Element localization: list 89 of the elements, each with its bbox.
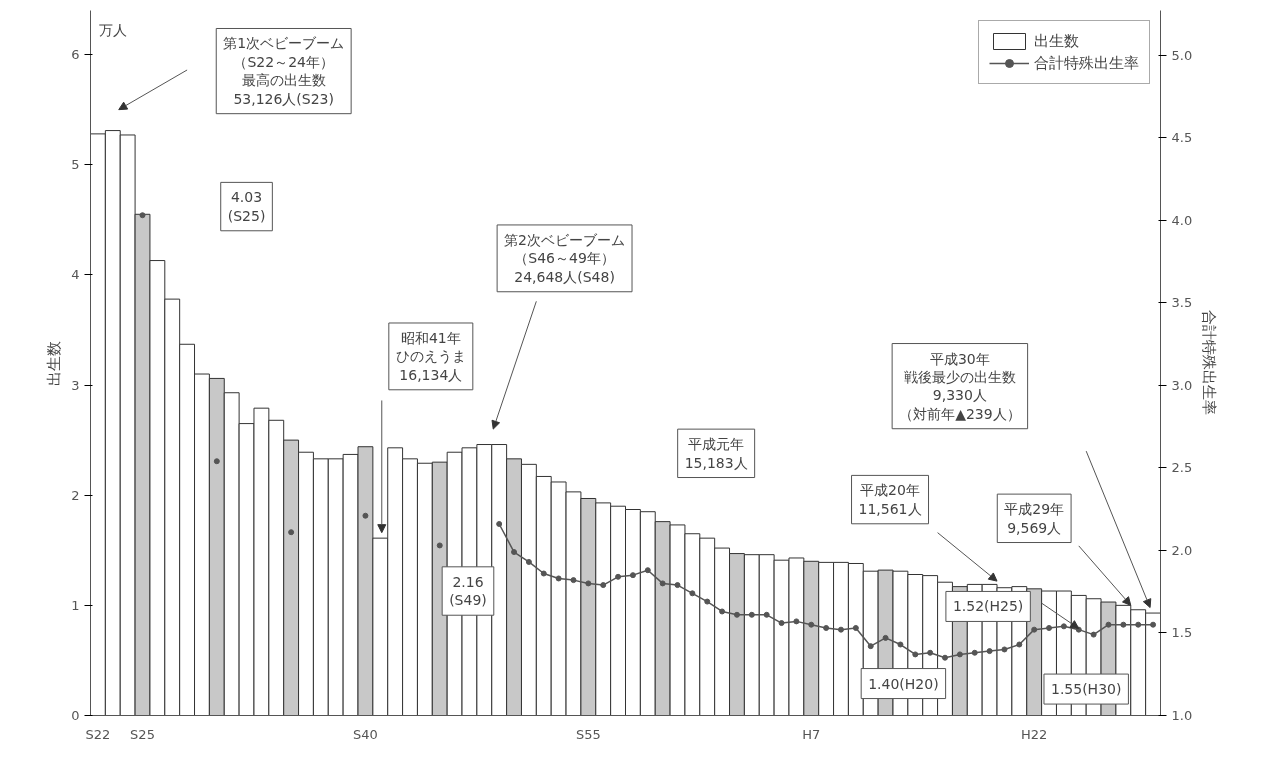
point bbox=[1135, 621, 1142, 628]
point bbox=[986, 648, 993, 655]
y2-axis-title: 合計特殊出生率 bbox=[1200, 310, 1219, 416]
point bbox=[585, 580, 592, 587]
point bbox=[436, 542, 443, 549]
point bbox=[1090, 631, 1097, 638]
point bbox=[674, 582, 681, 589]
point bbox=[615, 573, 622, 580]
annotation: 1.52(H25) bbox=[952, 598, 1024, 615]
point bbox=[629, 572, 636, 579]
point bbox=[733, 611, 740, 618]
point bbox=[719, 608, 726, 615]
point bbox=[644, 567, 651, 574]
x-tick-label: S25 bbox=[130, 726, 155, 742]
y2-tick-label: 3.5 bbox=[1171, 295, 1193, 311]
point bbox=[897, 641, 904, 648]
point bbox=[213, 458, 220, 465]
x-tick-label: S40 bbox=[353, 726, 378, 742]
y-tick-label: 2 bbox=[71, 487, 80, 503]
point bbox=[659, 580, 666, 587]
annotation: 平成元年 15,183人 bbox=[684, 436, 748, 471]
legend-label: 合計特殊出生率 bbox=[1034, 53, 1139, 73]
y-tick-label: 5 bbox=[71, 157, 80, 173]
y2-tick-label: 4.5 bbox=[1171, 130, 1193, 146]
annotation: 昭和41年ひのえうま16,134人 bbox=[395, 329, 466, 383]
point bbox=[555, 575, 562, 582]
x-tick-label: S55 bbox=[575, 726, 601, 742]
y-tick-label: 0 bbox=[71, 708, 80, 723]
annotation: 第2次ベビーブーム（S46～49年）24,648人(S48) bbox=[504, 231, 626, 285]
y2-tick-label: 2.5 bbox=[1171, 460, 1193, 476]
point bbox=[1060, 623, 1067, 630]
point bbox=[1120, 621, 1127, 628]
point bbox=[823, 625, 830, 631]
point bbox=[288, 529, 295, 536]
point bbox=[704, 598, 711, 605]
annotation: 平成20年 11,561人 bbox=[858, 482, 922, 517]
y-axis-title: 出生数 bbox=[45, 340, 64, 386]
x-tick-label: H7 bbox=[802, 726, 821, 742]
point bbox=[971, 649, 978, 656]
y-tick-label: 6 bbox=[71, 47, 80, 63]
point bbox=[139, 212, 146, 219]
annotation: 第1次ベビーブーム（S22～24年）最高の出生数53,126人(S23) bbox=[223, 35, 345, 107]
y-tick-label: 4 bbox=[71, 267, 80, 283]
point bbox=[808, 621, 815, 628]
y2-tick-label: 3.0 bbox=[1171, 377, 1193, 393]
y2-tick-label: 2.0 bbox=[1171, 542, 1193, 558]
point bbox=[793, 618, 800, 625]
y2-tick-label: 1.0 bbox=[1171, 708, 1193, 723]
y2-tick-label: 4.0 bbox=[1171, 212, 1193, 228]
annotation: 2.16 (S49) bbox=[449, 573, 487, 609]
point bbox=[600, 582, 607, 589]
point bbox=[927, 649, 934, 656]
y2-tick-label: 1.5 bbox=[1171, 625, 1193, 641]
annotation: 平成30年戦後最少の出生数9,330人（対前年▲239人） bbox=[899, 350, 1021, 422]
x-tick-label: S22 bbox=[85, 726, 111, 742]
point bbox=[1001, 646, 1008, 653]
point bbox=[511, 549, 518, 556]
point bbox=[748, 611, 755, 618]
point bbox=[1016, 641, 1023, 648]
annotation: 1.55(H30) bbox=[1050, 681, 1122, 698]
point bbox=[778, 620, 785, 627]
point bbox=[837, 626, 844, 633]
point bbox=[570, 577, 577, 584]
point bbox=[942, 654, 949, 661]
point bbox=[882, 634, 889, 641]
point bbox=[852, 625, 859, 631]
point bbox=[956, 651, 963, 658]
point bbox=[496, 520, 503, 527]
point bbox=[362, 512, 369, 519]
point bbox=[1105, 621, 1112, 628]
y2-tick-label: 5.0 bbox=[1171, 47, 1193, 63]
annotation: 万人 bbox=[99, 22, 128, 39]
point bbox=[912, 651, 919, 658]
point bbox=[1031, 626, 1038, 633]
point bbox=[867, 643, 874, 650]
point bbox=[763, 611, 770, 618]
point bbox=[1150, 621, 1157, 628]
y-tick-label: 3 bbox=[71, 377, 80, 393]
point bbox=[689, 590, 696, 597]
point bbox=[525, 558, 532, 565]
point bbox=[1046, 625, 1053, 631]
annotation: 4.03 (S25) bbox=[227, 189, 266, 224]
point bbox=[540, 570, 547, 577]
x-tick-label: H22 bbox=[1021, 726, 1048, 742]
legend-label: 出生数 bbox=[1034, 31, 1079, 51]
annotation: 1.40(H20) bbox=[868, 675, 939, 692]
point bbox=[1075, 626, 1082, 633]
annotation: 平成29年 9,569人 bbox=[1004, 501, 1065, 536]
y-tick-label: 1 bbox=[71, 597, 80, 613]
